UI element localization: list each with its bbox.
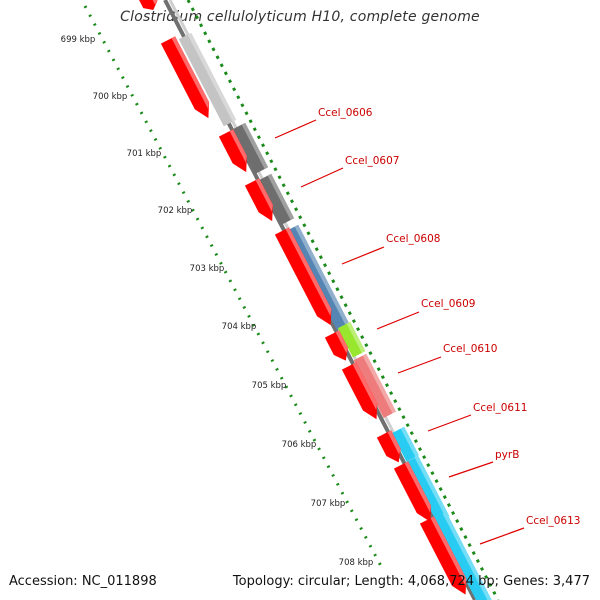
label-leader-line [274,119,317,139]
cog-block [353,353,397,418]
gene-label: pyrB [495,449,519,461]
cog-block [337,321,366,358]
kbp-label: 700 kbp [93,92,128,102]
kbp-label: 707 kbp [311,499,346,509]
gene-arrow [341,362,378,420]
gene-label: Ccel_0607 [345,155,399,167]
label-leader-line [427,414,472,432]
gene-label: Ccel_0610 [443,343,497,355]
genome-title: Clostridium cellulolyticum H10, complete… [120,9,480,25]
kbp-label: 703 kbp [190,264,225,274]
label-leader-line [341,246,385,265]
gene-arrow [160,36,210,119]
kbp-label: 705 kbp [252,381,287,391]
cog-block [258,173,295,225]
gene-arrow [376,430,401,463]
cog-block [285,224,350,331]
cog-block [178,32,237,127]
gene-labels: Ccel_0606 Ccel_0607 Ccel_0608 Ccel_0609 Ccel… [274,107,580,545]
gene-label: Ccel_0608 [386,233,440,245]
kbp-label: 704 kbp [222,322,257,332]
kbp-label: 699 kbp [61,35,96,45]
label-leader-line [479,527,525,545]
gene-track [137,0,467,595]
label-leader-line [448,461,494,478]
kbp-label: 701 kbp [127,149,162,159]
cog-block [433,511,497,600]
kbp-label: 702 kbp [158,206,193,216]
cog-block [232,122,269,174]
gene-label: Ccel_0613 [526,515,580,527]
gene-arrow [137,0,158,10]
topology-text: Topology: circular; Length: 4,068,724 bp… [232,574,590,589]
kbp-label: 708 kbp [339,558,374,568]
kbp-label: 706 kbp [282,440,317,450]
gene-label: Ccel_0606 [318,107,373,119]
accession-text: Accession: NC_011898 [9,574,157,589]
label-leader-line [397,356,442,374]
gene-label: Ccel_0611 [473,402,527,414]
gene-arrow [274,227,332,326]
gene-label: Ccel_0609 [421,298,475,310]
label-leader-line [376,311,420,330]
label-leader-line [300,167,344,188]
gene-arrow [244,178,273,222]
gene-arrow [324,330,349,361]
gene-arrow [419,516,467,595]
gene-arrow [393,461,432,522]
gene-arrow [218,129,247,173]
cog-track [178,32,497,600]
kbp-labels: 699 kbp 700 kbp 701 kbp 702 kbp 703 kbp 704 k… [61,35,374,568]
cog-block [391,426,419,462]
cog-block [405,455,450,523]
